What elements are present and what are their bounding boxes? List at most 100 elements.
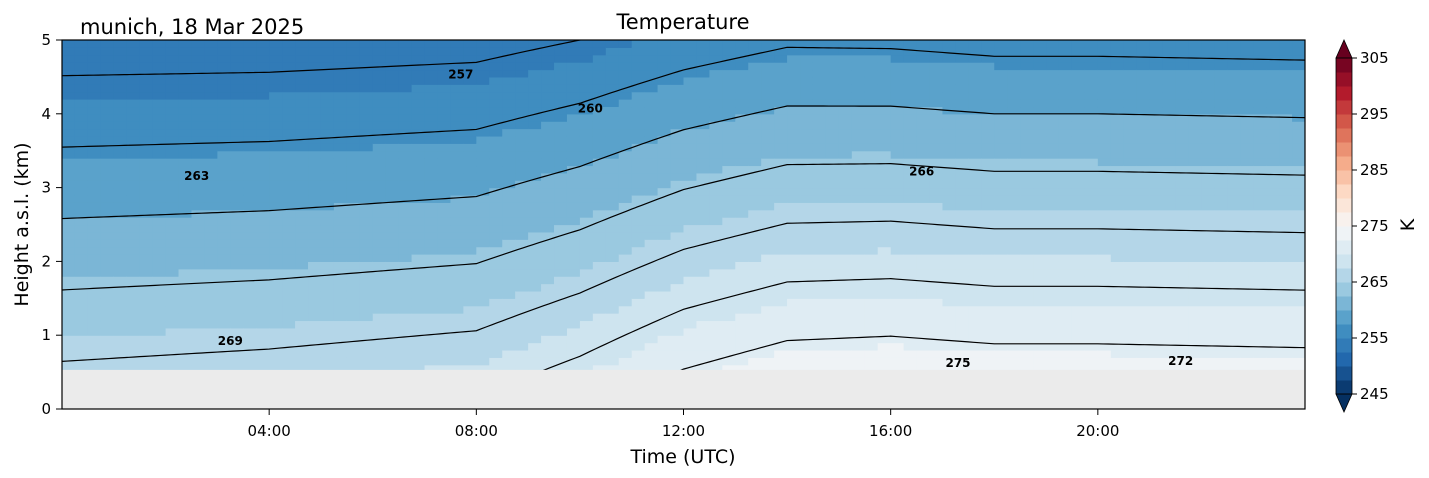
heatmap-cell	[100, 180, 115, 189]
heatmap-cell	[320, 187, 335, 196]
heatmap-cell	[566, 327, 581, 336]
heatmap-cell	[942, 194, 957, 203]
heatmap-cell	[1097, 349, 1112, 358]
heatmap-cell	[359, 91, 374, 100]
heatmap-cell	[787, 202, 801, 211]
heatmap-cell	[1136, 276, 1151, 285]
contour-line	[62, 163, 1305, 291]
heatmap-cell	[346, 246, 361, 255]
heatmap-cell	[398, 143, 413, 152]
heatmap-cell	[1201, 202, 1215, 211]
heatmap-cell	[1253, 194, 1267, 203]
heatmap-cell	[1279, 69, 1293, 78]
heatmap-cell	[100, 209, 115, 218]
heatmap-cell	[450, 54, 464, 63]
heatmap-cell	[722, 357, 736, 366]
heatmap-cell	[320, 342, 335, 351]
heatmap-cell	[139, 99, 154, 108]
heatmap-cell	[269, 320, 283, 329]
heatmap-cell	[308, 54, 322, 63]
heatmap-cell	[74, 268, 89, 277]
heatmap-cell	[178, 298, 193, 307]
heatmap-cell	[1123, 135, 1138, 144]
heatmap-cell	[359, 121, 374, 130]
heatmap-cell	[333, 165, 348, 174]
heatmap-cell	[929, 150, 944, 159]
heatmap-cell	[100, 298, 115, 307]
heatmap-cell	[1240, 84, 1254, 93]
heatmap-cell	[592, 202, 607, 211]
heatmap-cell	[1084, 327, 1099, 336]
heatmap-cell	[178, 187, 193, 196]
heatmap-cell	[269, 194, 283, 203]
heatmap-cell	[851, 194, 866, 203]
heatmap-cell	[812, 113, 827, 122]
heatmap-cell	[437, 209, 452, 218]
heatmap-cell	[825, 121, 840, 130]
heatmap-cell	[864, 194, 879, 203]
heatmap-cell	[359, 290, 374, 299]
heatmap-cell	[346, 357, 361, 366]
heatmap-cell	[1033, 128, 1047, 137]
heatmap-cell	[100, 76, 115, 85]
heatmap-cell	[579, 47, 594, 56]
heatmap-cell	[502, 180, 516, 189]
heatmap-cell	[1227, 290, 1241, 299]
heatmap-cell	[113, 313, 128, 322]
heatmap-cell	[476, 209, 490, 218]
heatmap-cell	[346, 69, 361, 78]
heatmap-cell	[838, 121, 853, 130]
heatmap-cell	[903, 305, 918, 314]
heatmap-cell	[838, 165, 853, 174]
heatmap-cell	[631, 209, 646, 218]
heatmap-cell	[554, 143, 568, 152]
heatmap-cell	[1214, 261, 1228, 270]
heatmap-cell	[463, 54, 477, 63]
colorbar-tick-label: 255	[1360, 329, 1389, 347]
heatmap-cell	[981, 69, 995, 78]
heatmap-cell	[1227, 298, 1241, 307]
heatmap-cell	[489, 187, 503, 196]
heatmap-cell	[761, 187, 775, 196]
heatmap-cell	[709, 113, 723, 122]
heatmap-cell	[877, 91, 892, 100]
heatmap-cell	[320, 121, 335, 130]
heatmap-cell	[554, 261, 568, 270]
heatmap-cell	[761, 349, 775, 358]
heatmap-cell	[295, 224, 309, 233]
heatmap-cell	[722, 313, 736, 322]
heatmap-cell	[204, 135, 218, 144]
heatmap-cell	[528, 172, 542, 181]
x-tick-label: 12:00	[662, 422, 705, 440]
heatmap-cell	[126, 298, 141, 307]
heatmap-cell	[1071, 47, 1086, 56]
heatmap-cell	[359, 187, 374, 196]
heatmap-cell	[1279, 128, 1293, 137]
heatmap-cell	[631, 62, 646, 71]
heatmap-cell	[748, 150, 762, 159]
heatmap-cell	[1020, 40, 1034, 48]
heatmap-cell	[320, 283, 335, 292]
heatmap-cell	[683, 342, 698, 351]
heatmap-cell	[631, 261, 646, 270]
heatmap-cell	[178, 217, 193, 226]
heatmap-cell	[320, 224, 335, 233]
heatmap-cell	[372, 342, 387, 351]
heatmap-cell	[256, 246, 270, 255]
heatmap-cell	[605, 276, 620, 285]
heatmap-cell	[282, 202, 296, 211]
heatmap-cell	[761, 268, 775, 277]
heatmap-cell	[502, 231, 516, 240]
heatmap-cell	[489, 76, 503, 85]
heatmap-cell	[579, 150, 594, 159]
heatmap-cell	[1253, 239, 1267, 248]
colorbar-segment	[1336, 226, 1352, 241]
heatmap-cell	[864, 62, 879, 71]
heatmap-cell	[825, 172, 840, 181]
heatmap-cell	[618, 320, 633, 329]
heatmap-cell	[1123, 239, 1138, 248]
heatmap-cell	[217, 84, 231, 93]
heatmap-cell	[256, 349, 270, 358]
heatmap-cell	[812, 290, 827, 299]
heatmap-cell	[696, 150, 710, 159]
